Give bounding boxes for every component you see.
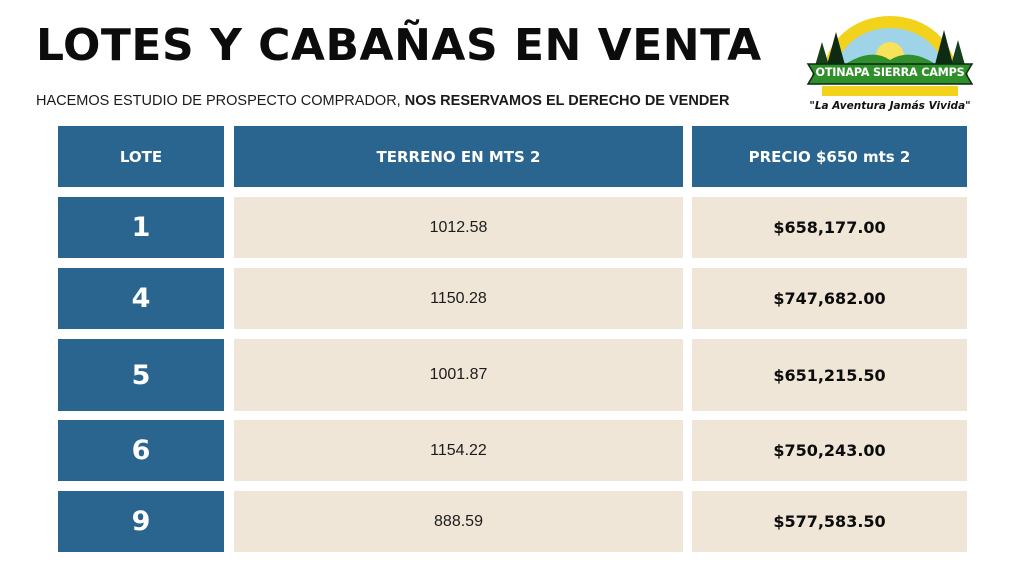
terreno-cell: 1150.28	[234, 268, 683, 329]
terreno-cell: 1154.22	[234, 420, 683, 481]
lote-cell: 9	[58, 491, 224, 552]
logo-name: OTINAPA SIERRA CAMPS	[815, 66, 965, 79]
logo-graphic	[806, 16, 974, 96]
precio-cell: $747,682.00	[692, 268, 967, 329]
precio-cell: $651,215.50	[692, 339, 967, 411]
lote-cell: 1	[58, 197, 224, 258]
logo-base	[822, 86, 958, 96]
precio-cell: $750,243.00	[692, 420, 967, 481]
lote-cell: 5	[58, 339, 224, 411]
otinapa-logo: OTINAPA SIERRA CAMPS "La Aventura Jamás …	[806, 14, 974, 120]
lote-cell: 6	[58, 420, 224, 481]
logo-banner	[806, 63, 974, 85]
lote-cell: 4	[58, 268, 224, 329]
page-subtitle: HACEMOS ESTUDIO DE PROSPECTO COMPRADOR, …	[36, 93, 729, 109]
subtitle-bold: NOS RESERVAMOS EL DERECHO DE VENDER	[404, 93, 730, 109]
column-header-lote: LOTE	[58, 126, 224, 187]
logo-tagline: "La Aventura Jamás Vivida"	[809, 100, 971, 112]
terreno-cell: 1001.87	[234, 339, 683, 411]
terreno-cell: 1012.58	[234, 197, 683, 258]
precio-cell: $577,583.50	[692, 491, 967, 552]
precio-cell: $658,177.00	[692, 197, 967, 258]
subtitle-regular: HACEMOS ESTUDIO DE PROSPECTO COMPRADOR,	[36, 93, 405, 109]
column-header-terreno: TERRENO EN MTS 2	[234, 126, 683, 187]
terreno-cell: 888.59	[234, 491, 683, 552]
column-header-precio: PRECIO $650 mts 2	[692, 126, 967, 187]
page-title: LOTES Y CABAÑAS EN VENTA	[36, 20, 762, 71]
